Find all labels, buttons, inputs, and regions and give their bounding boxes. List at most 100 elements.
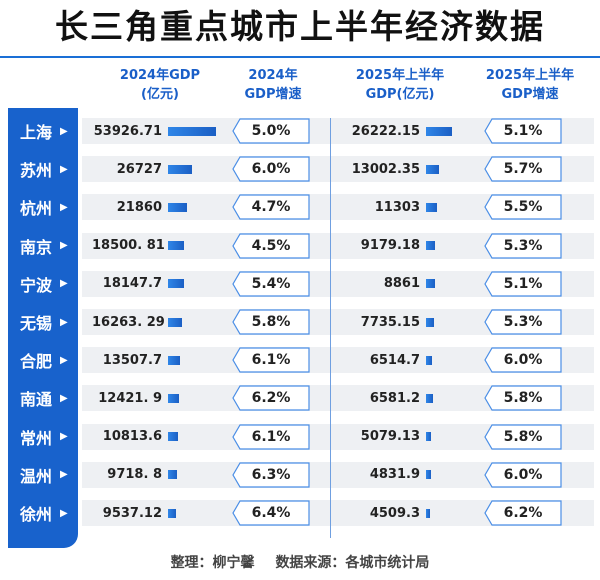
rate-frame bbox=[232, 232, 310, 259]
gdp-2025h1-value: 8861 bbox=[383, 276, 420, 292]
rate-2024: 4.5% bbox=[232, 232, 310, 259]
gdp-2025h1-cell: 11303 bbox=[348, 194, 438, 220]
chevron-right-icon: ▶ bbox=[60, 278, 68, 290]
gdp-2025h1-bar bbox=[426, 202, 438, 212]
header-gdp-2025h1: 2025年上半年 GDP(亿元) bbox=[355, 68, 445, 102]
rate-frame bbox=[232, 118, 310, 144]
gdp-2025h1-cell: 6514.7 bbox=[348, 347, 433, 373]
gdp-2024-cell: 18500. 81 bbox=[92, 233, 185, 259]
rate-2025h1-text: 5.3% bbox=[503, 237, 543, 254]
city-label[interactable]: 温州 ▶ bbox=[8, 455, 78, 495]
gdp-2025h1-cell: 5079.13 bbox=[348, 424, 432, 450]
rate-2025h1-text: 5.1% bbox=[503, 123, 543, 139]
city-label[interactable]: 无锡 ▶ bbox=[8, 302, 78, 342]
rate-frame bbox=[484, 347, 562, 373]
rate-2024-text: 4.7% bbox=[251, 199, 291, 216]
gdp-2024-bar bbox=[168, 393, 180, 403]
city-label[interactable]: 宁波 ▶ bbox=[8, 264, 78, 304]
city-label[interactable]: 南通 ▶ bbox=[8, 378, 78, 418]
rate-frame bbox=[232, 423, 310, 450]
city-label[interactable]: 常州 ▶ bbox=[8, 417, 78, 457]
header-gdp-2024: 2024年GDP (亿元) bbox=[119, 68, 201, 102]
rate-2025h1: 5.8% bbox=[484, 423, 562, 450]
chevron-right-icon: ▶ bbox=[60, 201, 68, 213]
gdp-2025h1-bar bbox=[426, 279, 435, 289]
rate-2025h1-text: 5.8% bbox=[503, 428, 543, 445]
gdp-2024-bar bbox=[168, 508, 177, 518]
gdp-2025h1-value: 26222.15 bbox=[351, 123, 420, 139]
gdp-2024-value: 26727 bbox=[116, 161, 162, 177]
rate-frame bbox=[484, 385, 562, 411]
gdp-2024-bar bbox=[168, 317, 183, 327]
rate-frame bbox=[484, 423, 562, 450]
gdp-2024-bar bbox=[168, 432, 178, 442]
rate-frame bbox=[232, 462, 310, 488]
rate-2024: 6.4% bbox=[232, 500, 310, 526]
rate-2025h1-text: 5.7% bbox=[503, 161, 543, 178]
city-label[interactable]: 上海 ▶ bbox=[8, 111, 78, 151]
gdp-2024-value: 18500. 81 bbox=[92, 238, 165, 254]
city-label[interactable]: 合肥 ▶ bbox=[8, 340, 78, 380]
rate-2024-text: 5.4% bbox=[251, 275, 291, 292]
rate-2024-text: 6.1% bbox=[251, 352, 291, 369]
rate-frame bbox=[232, 500, 310, 526]
rate-2024-text: 6.1% bbox=[251, 428, 291, 445]
gdp-2024-value: 16263. 29 bbox=[92, 314, 165, 330]
city-name: 合肥 bbox=[20, 352, 53, 372]
chevron-right-icon: ▶ bbox=[60, 316, 68, 328]
rate-2024: 5.0% bbox=[232, 118, 310, 144]
rate-2025h1: 5.3% bbox=[484, 232, 562, 259]
rate-2024: 6.1% bbox=[232, 423, 310, 450]
chart-title: 长三角重点城市上半年经济数据 bbox=[55, 7, 545, 46]
gdp-2024-cell: 16263. 29 bbox=[92, 309, 183, 335]
rate-frame bbox=[232, 194, 310, 220]
city-label[interactable]: 杭州 ▶ bbox=[8, 187, 78, 227]
rate-frame bbox=[484, 500, 562, 526]
gdp-2024-cell: 13507.7 bbox=[92, 347, 181, 373]
city-name: 南京 bbox=[20, 237, 53, 257]
rate-frame bbox=[484, 118, 562, 144]
rate-frame bbox=[484, 271, 562, 297]
city-name: 苏州 bbox=[20, 161, 53, 181]
gdp-2024-cell: 21860 bbox=[92, 194, 188, 220]
city-label[interactable]: 苏州 ▶ bbox=[8, 149, 78, 189]
rate-2025h1: 6.0% bbox=[484, 462, 562, 488]
gdp-2025h1-cell: 4831.9 bbox=[348, 462, 431, 488]
gdp-2025h1-bar bbox=[426, 355, 433, 365]
city-name: 上海 bbox=[20, 123, 53, 142]
gdp-2025h1-value: 11303 bbox=[374, 199, 420, 215]
gdp-2024-cell: 9718. 8 bbox=[92, 462, 177, 488]
rate-2025h1-text: 5.8% bbox=[503, 390, 543, 407]
gdp-2024-bar bbox=[168, 164, 192, 174]
rate-frame bbox=[484, 156, 562, 182]
gdp-2025h1-cell: 7735.15 bbox=[348, 309, 434, 335]
city-name: 南通 bbox=[20, 390, 53, 410]
city-name: 无锡 bbox=[20, 314, 53, 333]
gdp-2025h1-bar bbox=[426, 393, 433, 403]
gdp-2025h1-cell: 13002.35 bbox=[348, 156, 439, 182]
rate-2025h1-text: 5.5% bbox=[503, 199, 543, 216]
gdp-2024-cell: 26727 bbox=[92, 156, 192, 182]
gdp-2025h1-bar bbox=[426, 317, 434, 327]
rate-2024-text: 6.3% bbox=[251, 466, 291, 483]
rate-2025h1: 5.1% bbox=[484, 118, 562, 144]
gdp-2025h1-bar bbox=[426, 470, 431, 480]
header-rate-2025h1: 2025年上半年 GDP增速 bbox=[485, 68, 575, 102]
rate-2024-text: 5.0% bbox=[251, 123, 291, 139]
gdp-2024-value: 18147.7 bbox=[102, 276, 162, 292]
city-label[interactable]: 南京 ▶ bbox=[8, 226, 78, 266]
chevron-right-icon: ▶ bbox=[60, 125, 68, 137]
gdp-2024-cell: 10813.6 bbox=[92, 424, 178, 450]
rate-2024-text: 6.0% bbox=[251, 161, 291, 178]
rate-frame bbox=[484, 194, 562, 220]
chevron-right-icon: ▶ bbox=[60, 392, 68, 404]
gdp-2025h1-bar bbox=[426, 241, 436, 251]
gdp-2025h1-cell: 26222.15 bbox=[348, 118, 452, 144]
rate-2025h1: 5.8% bbox=[484, 385, 562, 411]
rate-2025h1: 5.7% bbox=[484, 156, 562, 182]
city-label[interactable]: 徐州 ▶ bbox=[8, 493, 78, 533]
gdp-2025h1-bar bbox=[426, 164, 439, 174]
title-rule bbox=[0, 56, 600, 58]
rate-2024-text: 4.5% bbox=[251, 237, 291, 254]
rate-2024: 6.3% bbox=[232, 462, 310, 488]
